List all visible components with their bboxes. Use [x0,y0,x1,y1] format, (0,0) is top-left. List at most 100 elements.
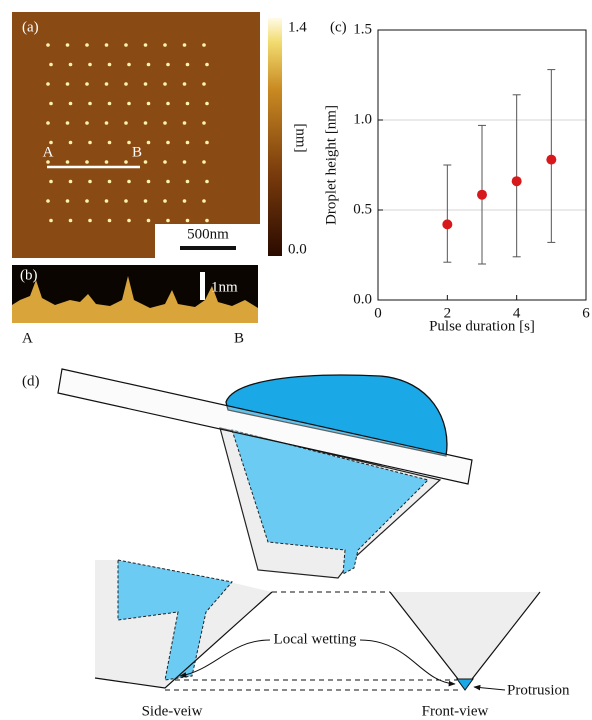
colorbar-max: 1.4 [288,19,307,35]
afm-dot [66,121,70,125]
panel-label: (b) [20,267,38,283]
afm-dot [108,63,112,67]
afm-dot [166,219,170,223]
afm-dot [166,141,170,145]
profile-start: A [22,330,33,346]
afm-dot [186,219,190,223]
afm-dot [85,199,89,203]
marker-a: A [43,144,54,160]
afm-dot [69,219,73,223]
afm-dot [183,199,187,203]
afm-dot [105,121,109,125]
afm-dot [147,102,151,106]
afm-dot [85,160,89,164]
afm-dot [66,43,70,47]
afm-dot [183,82,187,86]
afm-dot [166,63,170,67]
figure: 500nm A B (a) 1.4 0.0 [nm] 1nm (b) A B (… [0,0,592,720]
afm-dot [205,180,209,184]
y-tick-label: 1.0 [353,111,372,127]
afm-dot [105,82,109,86]
scale-bar [180,246,236,250]
afm-dot [108,180,112,184]
arrow [474,687,505,690]
colorbar-min: 0.0 [288,241,307,257]
scale-label: 500nm [187,226,229,242]
x-tick-label: 0 [374,305,382,321]
afm-dot [46,43,50,47]
afm-dot [88,102,92,106]
afm-dot [105,43,109,47]
afm-dot [163,121,167,125]
afm-dot [49,219,53,223]
front-view-body [390,592,540,688]
afm-dot [186,63,190,67]
afm-dot [124,82,128,86]
afm-dot [183,121,187,125]
afm-dot [202,121,206,125]
panel-label: (c) [330,19,347,35]
afm-dot [66,160,70,164]
afm-dot [144,121,148,125]
afm-dot [88,63,92,67]
afm-dot [186,141,190,145]
panel-label: (d) [22,373,40,389]
afm-dot [108,102,112,106]
afm-dot [144,43,148,47]
afm-dot [66,82,70,86]
afm-dot [127,102,131,106]
afm-dot [69,141,73,145]
afm-dot [144,199,148,203]
afm-dot [124,121,128,125]
afm-dot [202,82,206,86]
local-wetting-label: Local wetting [274,631,357,647]
afm-dot [46,82,50,86]
panel-label: (a) [22,19,39,35]
afm-dot [69,102,73,106]
point [442,219,452,229]
afm-dot [127,180,131,184]
y-axis-label: Droplet height [nm] [323,105,339,225]
afm-dot [205,102,209,106]
x-tick-label: 4 [513,305,521,321]
afm-dot [144,160,148,164]
y-tick-label: 0.0 [353,291,372,307]
afm-dot [205,63,209,67]
afm-dot [163,199,167,203]
afm-dot [124,199,128,203]
afm-dot [202,43,206,47]
afm-dot [46,160,50,164]
colorbar-unit: [nm] [293,123,309,152]
afm-dot [49,102,53,106]
point [512,176,522,186]
afm-dot [124,160,128,164]
afm-dot [124,43,128,47]
point [546,155,556,165]
afm-dot [186,180,190,184]
afm-dot [105,160,109,164]
afm-dot [166,102,170,106]
colorbar [268,18,282,256]
afm-dot [147,180,151,184]
afm-dot [85,43,89,47]
afm-dot [147,219,151,223]
afm-dot [127,63,131,67]
afm-dot [163,160,167,164]
afm-dot [49,63,53,67]
y-tick-label: 0.5 [353,201,372,217]
afm-dot [183,43,187,47]
afm-dot [166,180,170,184]
y-tick-label: 1.5 [353,21,372,37]
height-bar [200,272,205,300]
marker-b: B [132,144,142,160]
afm-dot [205,219,209,223]
afm-dot [88,219,92,223]
afm-image [12,12,260,258]
afm-dot [163,43,167,47]
protrusion-shape [457,679,473,690]
afm-dot [69,180,73,184]
afm-dot [66,199,70,203]
protrusion-label: Protrusion [507,682,570,698]
afm-dot [202,199,206,203]
